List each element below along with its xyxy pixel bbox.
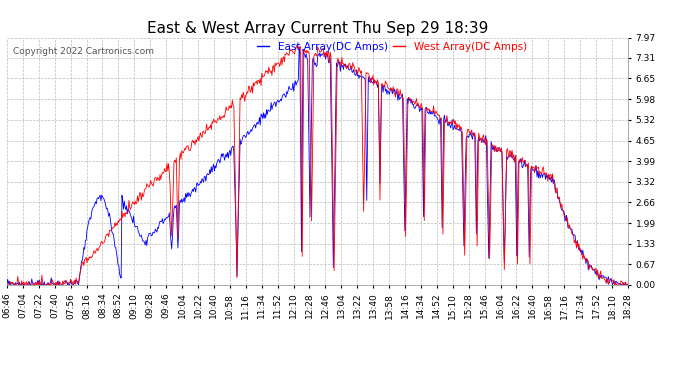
- East Array(DC Amps): [365, 79, 373, 84]
- West Array(DC Amps): [293, 43, 301, 48]
- Title: East & West Array Current Thu Sep 29 18:39: East & West Array Current Thu Sep 29 18:…: [147, 21, 488, 36]
- East Array(DC Amps): [382, 89, 390, 93]
- Legend: East Array(DC Amps), West Array(DC Amps): East Array(DC Amps), West Array(DC Amps): [253, 38, 531, 56]
- Line: East Array(DC Amps): East Array(DC Amps): [7, 47, 628, 285]
- West Array(DC Amps): [3, 283, 11, 287]
- Text: Copyright 2022 Cartronics.com: Copyright 2022 Cartronics.com: [13, 47, 154, 56]
- West Array(DC Amps): [624, 282, 632, 286]
- West Array(DC Amps): [41, 283, 49, 287]
- West Array(DC Amps): [538, 167, 546, 171]
- East Array(DC Amps): [10, 283, 18, 287]
- East Array(DC Amps): [3, 282, 11, 287]
- West Array(DC Amps): [475, 131, 483, 135]
- West Array(DC Amps): [364, 72, 373, 76]
- East Array(DC Amps): [624, 282, 632, 287]
- West Array(DC Amps): [380, 84, 388, 88]
- East Array(DC Amps): [295, 45, 304, 50]
- West Array(DC Amps): [399, 96, 407, 100]
- East Array(DC Amps): [475, 138, 484, 143]
- East Array(DC Amps): [41, 283, 50, 287]
- Line: West Array(DC Amps): West Array(DC Amps): [7, 45, 628, 285]
- East Array(DC Amps): [400, 184, 408, 188]
- East Array(DC Amps): [539, 172, 547, 177]
